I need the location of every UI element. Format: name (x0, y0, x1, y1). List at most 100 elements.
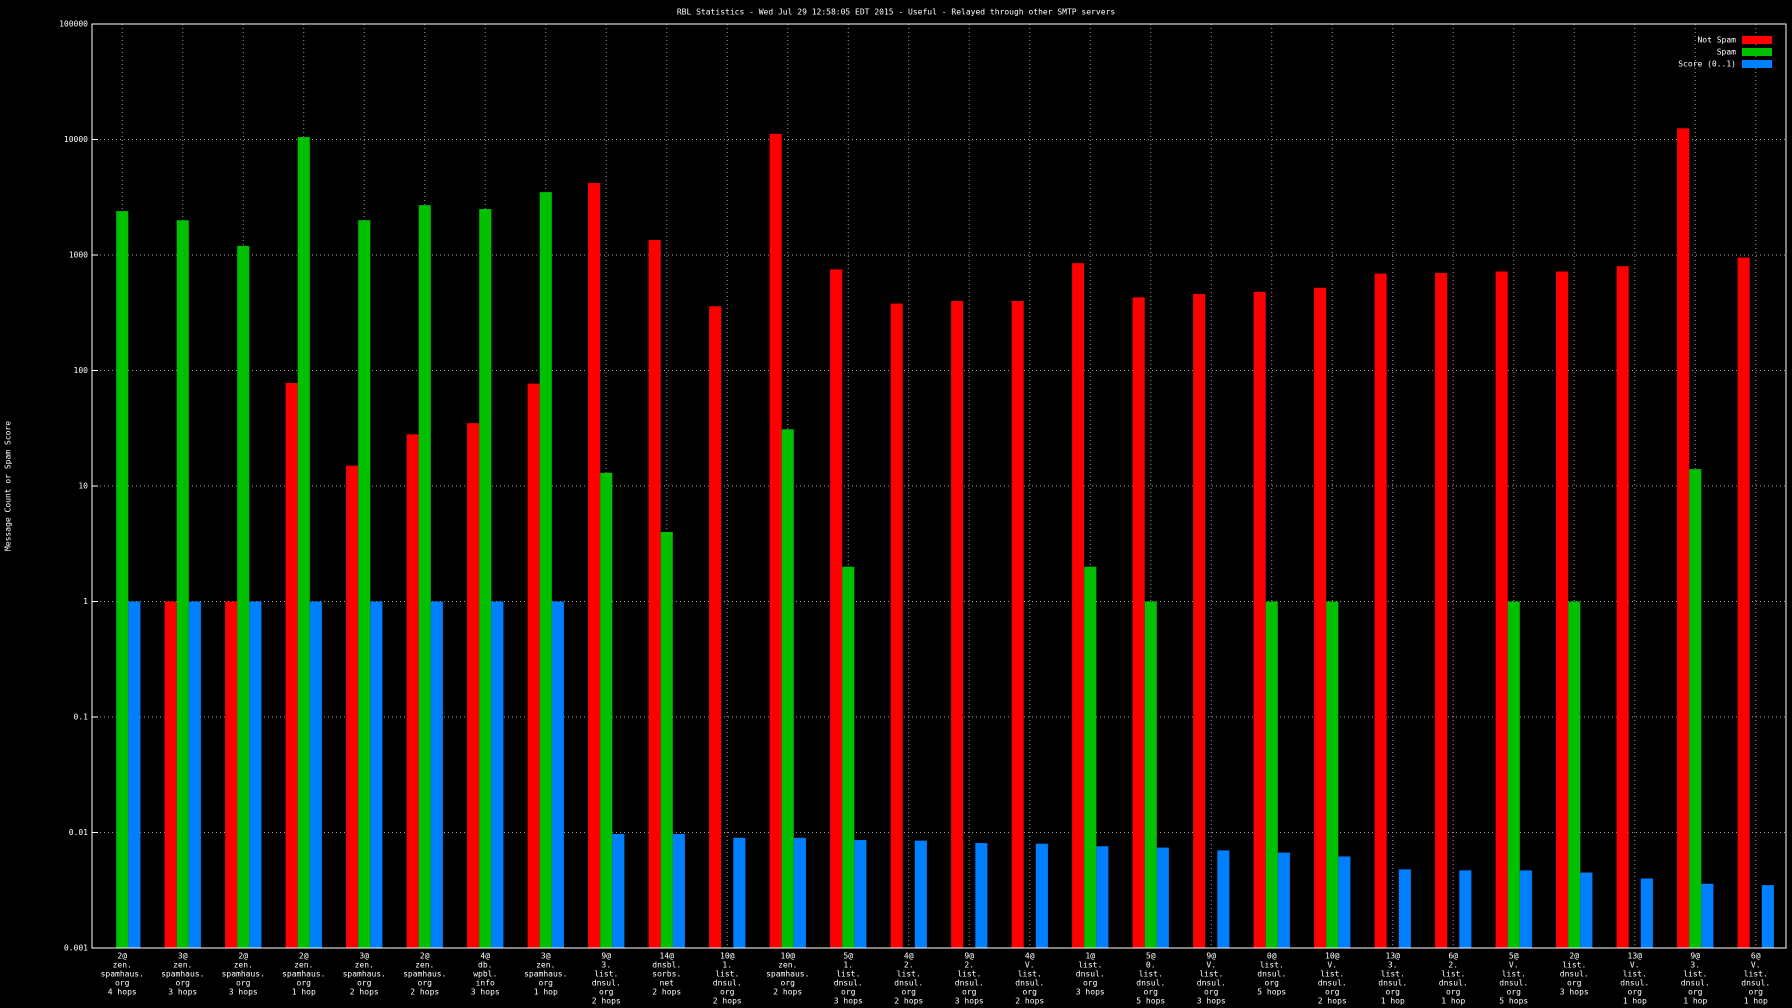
x-tick-label: zen. (173, 961, 192, 970)
bar (1132, 297, 1145, 949)
x-tick-label: list. (1502, 970, 1526, 979)
bar (309, 601, 322, 948)
x-tick-label: 2 hops (894, 997, 923, 1006)
x-tick-label: zen. (294, 961, 313, 970)
bar (539, 192, 552, 948)
x-tick-label: 5@ (1509, 952, 1519, 961)
bar (1677, 128, 1690, 949)
x-tick-label: 0@ (1267, 952, 1277, 961)
y-tick-label: 10000 (64, 135, 88, 144)
x-tick-label: org (115, 979, 130, 988)
x-tick-label: dnsul. (1560, 970, 1589, 979)
x-tick-label: org (1204, 988, 1219, 997)
x-tick-label: 2@ (117, 952, 127, 961)
bar (914, 840, 927, 948)
x-tick-label: 3. (1388, 961, 1398, 970)
bar (1072, 263, 1085, 948)
x-tick-label: list. (1562, 961, 1586, 970)
plot-frame (91, 23, 1787, 949)
legend-swatch (1742, 60, 1772, 68)
x-tick-label: org (1749, 988, 1764, 997)
x-tick-label: list. (1744, 970, 1768, 979)
x-tick-label: zen. (778, 961, 797, 970)
x-tick-label: 1 hop (1744, 997, 1768, 1006)
x-tick-label: org (297, 979, 312, 988)
legend-swatch (1742, 48, 1772, 56)
bar (249, 601, 262, 948)
x-tick-label: V. (1509, 961, 1519, 970)
x-tick-label: org (1446, 988, 1461, 997)
x-tick-label: 4@ (904, 952, 914, 961)
x-tick-label: list. (1441, 970, 1465, 979)
x-tick-label: 3 hops (229, 988, 258, 997)
x-tick-label: 1 hop (1441, 997, 1465, 1006)
bar (176, 220, 189, 949)
y-tick-label: 1000 (69, 251, 88, 260)
x-tick-label: dnsul. (1318, 979, 1347, 988)
x-tick-label: org (841, 988, 856, 997)
x-tick-label: 2 hops (1015, 997, 1044, 1006)
x-tick-label: 9@ (601, 952, 611, 961)
bar (479, 209, 492, 948)
bar (1495, 271, 1508, 948)
bar (406, 434, 419, 948)
x-tick-label: 3. (601, 961, 611, 970)
x-tick-label: V. (1206, 961, 1216, 970)
bar (430, 601, 443, 948)
x-tick-label: dnsul. (1681, 979, 1710, 988)
x-tick-label: 2 hops (1318, 997, 1347, 1006)
bar (128, 601, 141, 948)
x-tick-label: 13@ (1386, 952, 1401, 961)
bar (1144, 601, 1157, 948)
bar (1277, 852, 1290, 948)
x-tick-label: 3 hops (1076, 988, 1105, 997)
x-tick-label: spamhaus. (766, 970, 809, 979)
x-tick-label: 1. (843, 961, 853, 970)
x-tick-label: dnsul. (1257, 970, 1286, 979)
bar (1459, 870, 1472, 948)
x-tick-label: org (1507, 988, 1522, 997)
x-tick-label: spamhaus. (282, 970, 325, 979)
x-tick-label: 3 hops (168, 988, 197, 997)
bar (551, 601, 564, 948)
x-tick-label: dnsul. (1015, 979, 1044, 988)
x-tick-label: list. (1078, 961, 1102, 970)
x-tick-label: 1 hop (1381, 997, 1405, 1006)
x-tick-label: 1 hop (1683, 997, 1707, 1006)
bar (1011, 300, 1024, 949)
x-tick-label: 2@ (1569, 952, 1579, 961)
x-tick-label: 9@ (964, 952, 974, 961)
x-tick-label: list. (957, 970, 981, 979)
x-tick-label: zen. (234, 961, 253, 970)
x-tick-label: list. (1139, 970, 1163, 979)
y-axis-label: Message Count or Spam Score (4, 421, 13, 551)
x-tick-label: zen. (415, 961, 434, 970)
bar (890, 303, 903, 948)
x-tick-label: V. (1025, 961, 1035, 970)
x-tick-label: 2. (1448, 961, 1458, 970)
x-tick-label: org (720, 988, 735, 997)
bar (1217, 850, 1230, 948)
x-tick-label: org (1325, 988, 1340, 997)
x-tick-label: 9@ (1206, 952, 1216, 961)
x-tick-label: spamhaus. (524, 970, 567, 979)
x-tick-label: list. (715, 970, 739, 979)
bar (1193, 293, 1206, 948)
x-tick-label: org (1688, 988, 1703, 997)
x-tick-label: spamhaus. (343, 970, 386, 979)
x-tick-label: 1 hop (1623, 997, 1647, 1006)
x-tick-label: dnsul. (834, 979, 863, 988)
x-tick-label: dnsul. (592, 979, 621, 988)
x-tick-label: wpbl. (473, 970, 497, 979)
x-tick-label: 1. (722, 961, 732, 970)
y-tick-label: 100000 (59, 20, 88, 29)
bar (225, 601, 238, 948)
bar (1556, 271, 1569, 948)
x-tick-label: 5 hops (1499, 997, 1528, 1006)
legend-label: Score (0..1) (1678, 60, 1736, 69)
y-tick-label: 0.001 (64, 944, 88, 953)
x-tick-label: 5@ (1146, 952, 1156, 961)
x-tick-label: dnsul. (1499, 979, 1528, 988)
